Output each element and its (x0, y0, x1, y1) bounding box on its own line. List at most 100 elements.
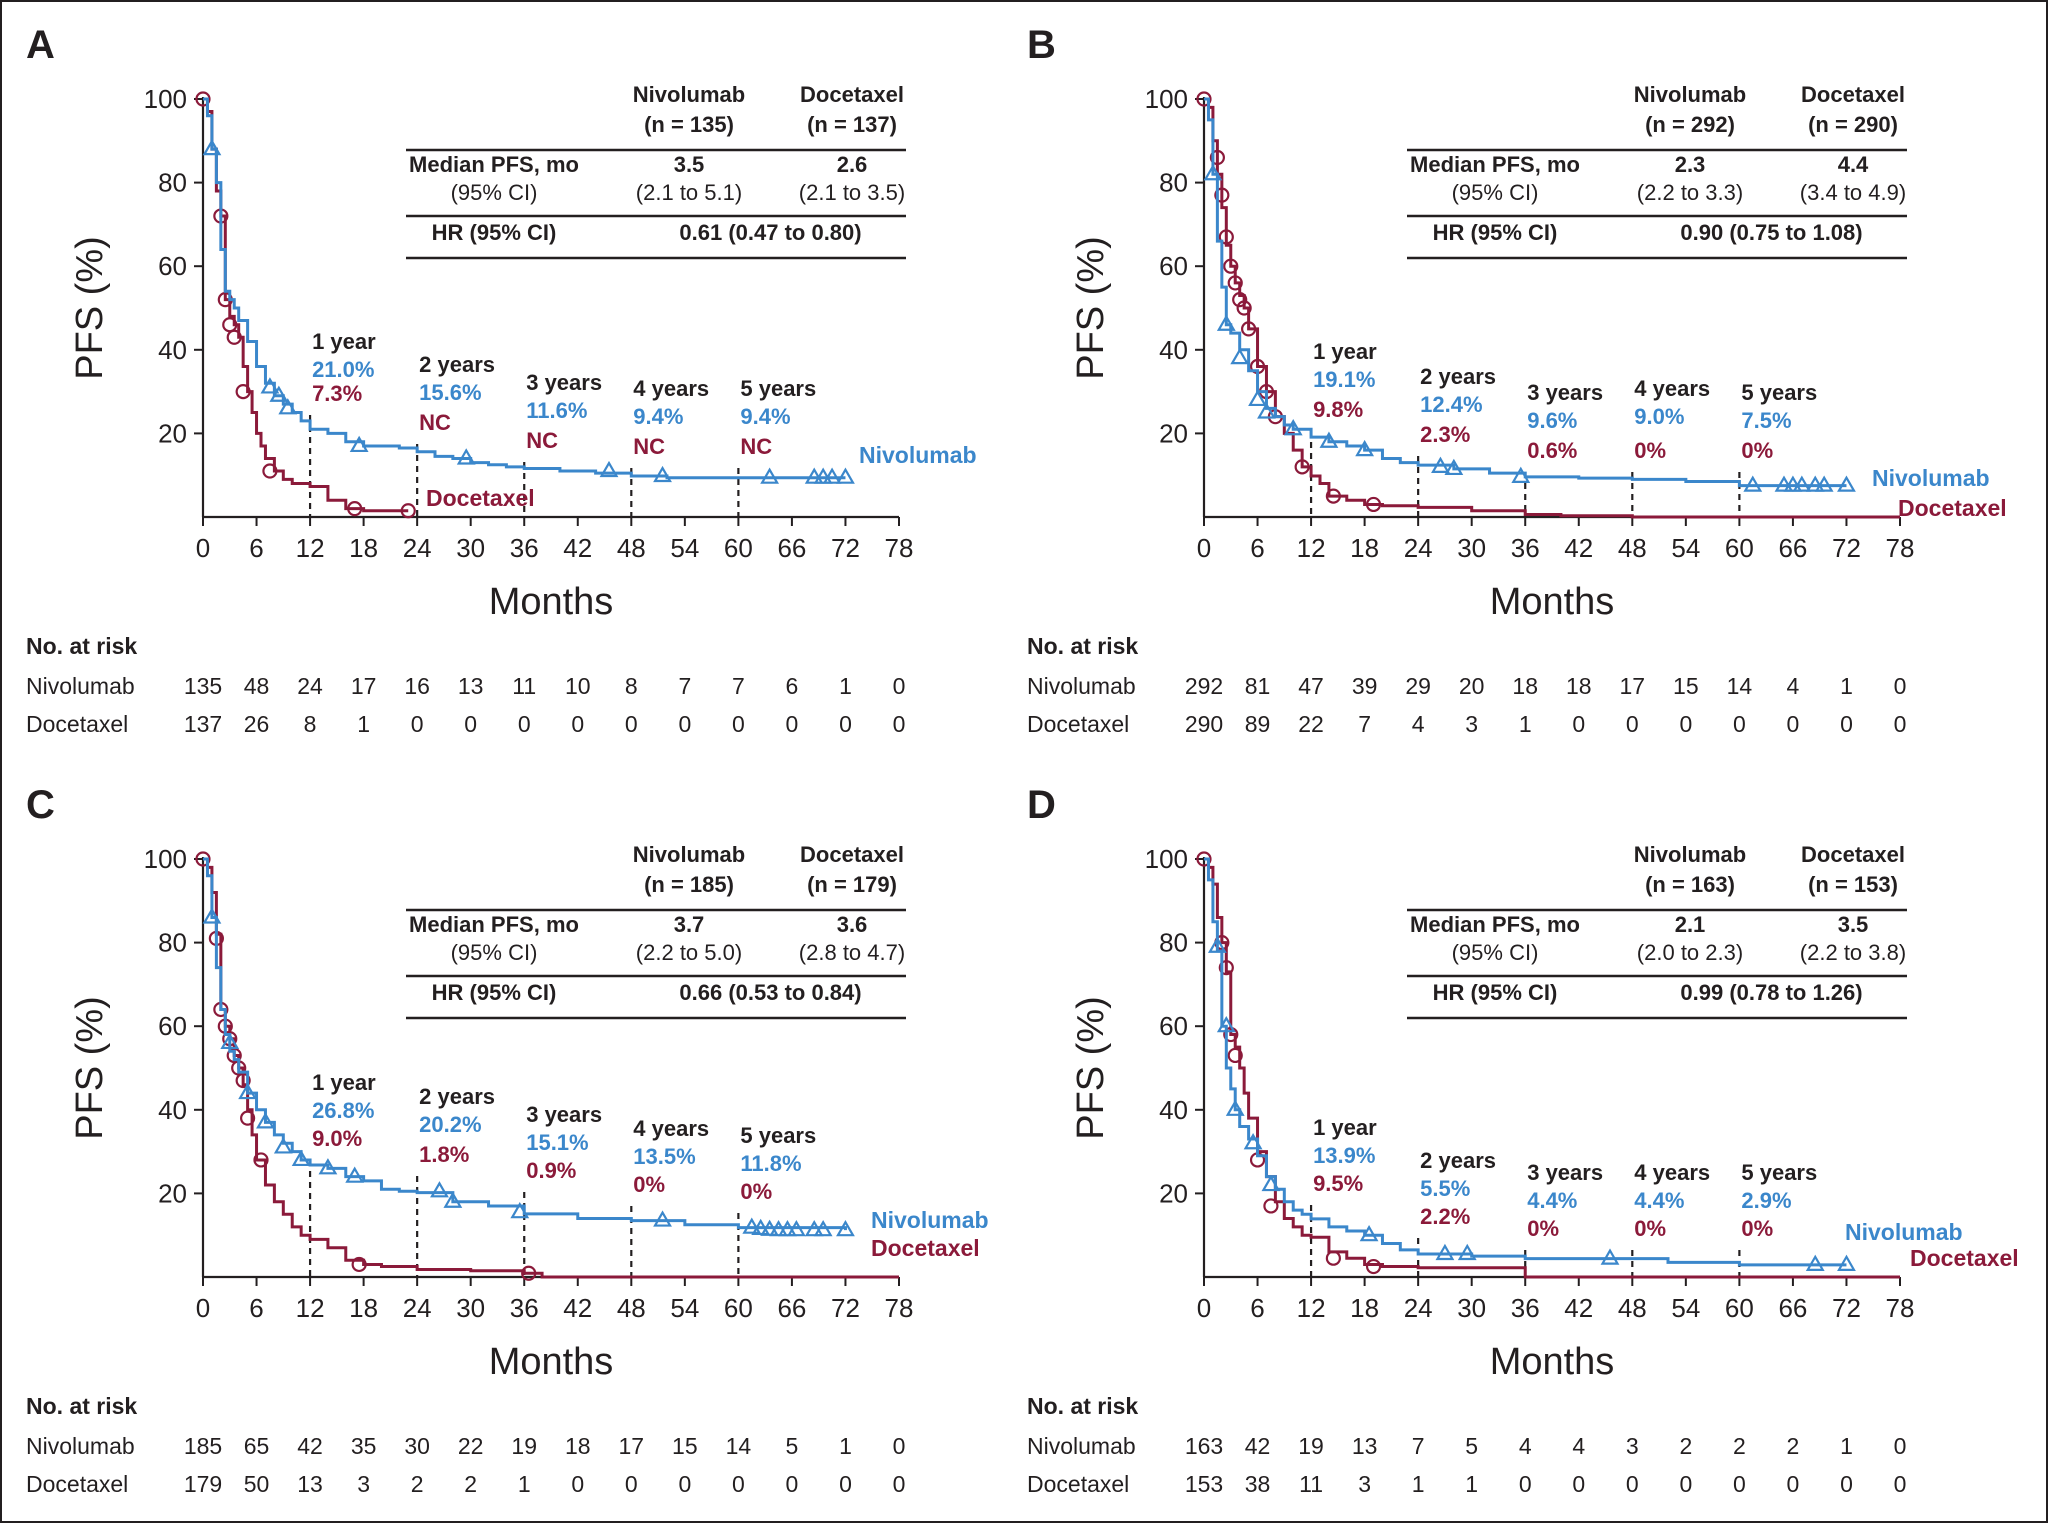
risk-value: 0 (839, 711, 852, 737)
landmark-nivolumab-pct: 4.4% (1527, 1188, 1577, 1213)
docetaxel-censor-mark (1196, 851, 1212, 867)
x-tick-label: 72 (1832, 1293, 1861, 1323)
nivolumab-censor-mark (751, 1218, 771, 1236)
y-tick-label: 80 (1159, 168, 1188, 198)
landmark-docetaxel-pct: NC (740, 434, 772, 459)
panel-letter: C (26, 783, 55, 827)
x-tick-label: 78 (1886, 533, 1915, 563)
risk-value: 1 (1465, 1471, 1478, 1497)
x-tick-label: 36 (510, 533, 539, 563)
x-tick-label: 0 (196, 533, 210, 563)
table-median-nivolumab: 2.1 (1675, 912, 1706, 937)
risk-value: 48 (244, 673, 270, 699)
nivolumab-censor-mark (1774, 475, 1794, 492)
risk-value: 11 (1299, 1471, 1323, 1497)
nivolumab-censor-mark (456, 448, 476, 465)
x-tick-label: 36 (1511, 533, 1540, 563)
landmark-docetaxel-pct: NC (526, 428, 558, 453)
nivolumab-censor-mark (1203, 164, 1223, 181)
docetaxel-censor-mark (1223, 258, 1239, 274)
nivolumab-censor-mark (653, 465, 672, 483)
risk-row-label: Nivolumab (26, 1433, 135, 1459)
risk-value: 0 (1894, 1471, 1907, 1497)
docetaxel-censor-mark (351, 1256, 367, 1273)
risk-value: 17 (351, 673, 377, 699)
nivolumab-censor-mark (510, 1202, 530, 1219)
landmark-docetaxel-pct: NC (633, 434, 665, 459)
landmark-docetaxel-pct: 0% (1634, 1216, 1666, 1241)
y-tick-label: 40 (1159, 1095, 1188, 1125)
risk-value: 38 (1245, 1471, 1271, 1497)
nivolumab-censor-mark (1457, 1243, 1477, 1261)
risk-value: 4 (1787, 673, 1800, 699)
table-col-docetaxel: Docetaxel (1801, 842, 1905, 867)
nivolumab-censor-mark (836, 1219, 855, 1237)
nivolumab-censor-mark (1837, 1254, 1856, 1271)
risk-value: 17 (619, 1433, 645, 1459)
x-tick-label: 18 (1350, 533, 1379, 563)
table-median-nivolumab: 3.7 (674, 912, 705, 937)
nivolumab-censor-mark (599, 460, 619, 478)
x-tick-label: 66 (1778, 533, 1807, 563)
risk-value: 50 (244, 1471, 270, 1497)
nivolumab-censor-mark (318, 1158, 338, 1175)
nivolumab-series-label: Nivolumab (1845, 1219, 1963, 1245)
y-tick-label: 60 (1159, 251, 1188, 281)
nivolumab-censor-mark (813, 1219, 833, 1237)
nivolumab-censor-mark (804, 467, 824, 484)
table-col-nivolumab: Nivolumab (633, 82, 745, 107)
y-tick-label: 20 (158, 418, 187, 448)
risk-value: 0 (625, 1471, 638, 1497)
table-n-docetaxel: (n = 137) (807, 112, 897, 137)
x-tick-label: 60 (1725, 1293, 1754, 1323)
x-tick-label: 42 (563, 533, 592, 563)
risk-value: 42 (297, 1433, 323, 1459)
docetaxel-series-label: Docetaxel (1898, 495, 2007, 521)
risk-value: 0 (678, 1471, 691, 1497)
x-tick-label: 54 (670, 533, 699, 563)
table-ci-nivolumab: (2.0 to 2.3) (1637, 940, 1743, 965)
table-ci-label: (95% CI) (1452, 180, 1539, 205)
landmark-nivolumab-pct: 9.4% (633, 404, 683, 429)
landmark-docetaxel-pct: 9.8% (1313, 397, 1363, 422)
nivolumab-censor-mark (430, 1181, 449, 1198)
landmark-docetaxel-pct: 7.3% (312, 381, 362, 406)
table-n-nivolumab: (n = 292) (1645, 112, 1735, 137)
landmark-label: 1 year (312, 1070, 376, 1095)
risk-value: 0 (571, 711, 584, 737)
nivolumab-censor-mark (813, 467, 833, 484)
x-tick-label: 6 (1250, 1293, 1264, 1323)
risk-value: 2 (1733, 1433, 1746, 1459)
x-tick-label: 48 (617, 1293, 646, 1323)
risk-value: 1 (839, 673, 852, 699)
landmark-label: 3 years (1527, 1160, 1603, 1185)
docetaxel-censor-mark (1236, 300, 1252, 316)
risk-value: 0 (1787, 711, 1800, 737)
landmark-docetaxel-pct: 0% (1741, 438, 1773, 463)
x-tick-label: 48 (1618, 533, 1647, 563)
risk-value: 0 (1894, 1433, 1907, 1459)
nivolumab-censor-mark (760, 1219, 780, 1236)
nivolumab-censor-mark (778, 1219, 797, 1237)
x-tick-label: 0 (1197, 533, 1211, 563)
nivolumab-censor-mark (1355, 439, 1375, 457)
y-tick-label: 100 (144, 844, 187, 874)
docetaxel-censor-mark (521, 1265, 537, 1281)
risk-value: 18 (1512, 673, 1538, 699)
x-tick-label: 42 (1564, 533, 1593, 563)
risk-value: 17 (1620, 673, 1646, 699)
docetaxel-censor-mark (235, 384, 251, 400)
docetaxel-censor-mark (1294, 459, 1310, 475)
risk-value: 6 (786, 673, 799, 699)
x-tick-label: 60 (724, 1293, 753, 1323)
risk-value: 42 (1245, 1433, 1271, 1459)
landmark-nivolumab-pct: 9.6% (1527, 408, 1577, 433)
table-col-nivolumab: Nivolumab (1634, 842, 1746, 867)
table-hr-label: HR (95% CI) (1433, 980, 1558, 1005)
risk-value: 8 (625, 673, 638, 699)
nivolumab-censor-mark (349, 435, 369, 453)
risk-value: 47 (1298, 673, 1324, 699)
x-tick-label: 18 (1350, 1293, 1379, 1323)
landmark-docetaxel-pct: 0.6% (1527, 438, 1577, 463)
docetaxel-censor-mark (1365, 496, 1382, 513)
